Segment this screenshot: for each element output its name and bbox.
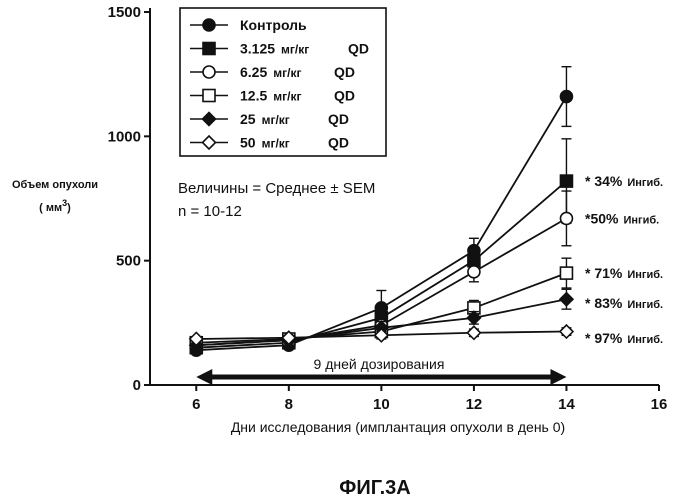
legend-schedule: QD bbox=[328, 135, 349, 151]
dosing-period-arrow: 9 дней дозирования bbox=[196, 356, 567, 385]
data-point bbox=[558, 291, 575, 307]
y-axis-title-line1: Объем опухоли bbox=[12, 179, 98, 191]
plot-area bbox=[188, 66, 575, 357]
inhibition-annotation-2: * 71% Ингиб. bbox=[585, 265, 663, 281]
dosing-arrow-head-right bbox=[550, 369, 567, 385]
legend-schedule: QD bbox=[334, 88, 355, 104]
legend-schedule: QD bbox=[328, 111, 349, 127]
data-point bbox=[466, 310, 482, 326]
data-point bbox=[559, 211, 574, 226]
x-tick-label: 10 bbox=[373, 396, 390, 413]
legend-entry-5: 50 мг/кг QD bbox=[190, 135, 349, 151]
data-point bbox=[559, 174, 574, 188]
statistics-note: Величины = Среднее ± SEM n = 10-12 bbox=[178, 180, 375, 220]
x-tick-label: 6 bbox=[192, 396, 200, 413]
data-point bbox=[466, 325, 482, 341]
figure-caption: ФИГ.3А bbox=[339, 477, 410, 499]
x-tick-label: 8 bbox=[285, 396, 293, 413]
legend-marker bbox=[201, 134, 217, 151]
y-axis-title-unit: ( мм3) bbox=[39, 198, 71, 214]
dosing-period-label: 9 дней дозирования bbox=[314, 356, 445, 372]
axes: 0 500 1000 1500 6 8 10 12 14 16 bbox=[108, 4, 668, 413]
inhibition-annotations: * 34% Ингиб. *50% Ингиб. * 71% Ингиб. * 83% Инг… bbox=[585, 173, 663, 346]
inhibition-annotation-4: * 97% Ингиб. bbox=[585, 330, 663, 346]
legend-box bbox=[179, 7, 387, 157]
data-point bbox=[467, 265, 481, 279]
legend-marker bbox=[202, 65, 216, 79]
legend-label: 50 мг/кг bbox=[240, 135, 290, 151]
data-point bbox=[188, 331, 204, 347]
legend-label: 12.5 мг/кг bbox=[240, 88, 301, 104]
note-line1: Величины = Среднее ± SEM bbox=[178, 180, 375, 197]
data-point bbox=[559, 266, 574, 280]
legend-marker bbox=[202, 88, 216, 103]
y-tick-label: 500 bbox=[116, 253, 141, 270]
y-tick-label: 1000 bbox=[108, 128, 141, 145]
data-point bbox=[281, 330, 297, 346]
x-tick-label: 14 bbox=[558, 396, 575, 413]
legend-marker bbox=[202, 18, 216, 32]
legend-entry-0: Контроль bbox=[190, 17, 307, 33]
data-point bbox=[373, 327, 389, 343]
inhibition-annotation-0: * 34% Ингиб. bbox=[585, 173, 663, 189]
legend-marker bbox=[202, 41, 216, 56]
x-axis-title: Дни исследования (имплантация опухоли в … bbox=[231, 419, 565, 435]
inhibition-annotation-1: *50% Ингиб. bbox=[585, 210, 659, 226]
legend-entry-2: 6.25 мг/кг QD bbox=[190, 64, 355, 80]
legend-schedule: QD bbox=[334, 64, 355, 80]
legend-label: 3.125 мг/кг bbox=[240, 41, 309, 57]
y-axis-title: Объем опухоли ( мм3) bbox=[12, 179, 98, 214]
legend-schedule: QD bbox=[348, 41, 369, 57]
legend-label: Контроль bbox=[240, 17, 307, 33]
legend-entry-1: 3.125 мг/кг QD bbox=[190, 41, 369, 57]
y-tick-label: 1500 bbox=[108, 4, 141, 21]
x-tick-label: 16 bbox=[651, 396, 668, 413]
y-tick-label: 0 bbox=[133, 377, 141, 394]
legend-marker bbox=[201, 111, 217, 127]
data-point bbox=[559, 89, 574, 104]
x-tick-label: 12 bbox=[466, 396, 483, 413]
dosing-arrow-head-left bbox=[196, 369, 213, 385]
data-point bbox=[558, 323, 575, 340]
note-line2: n = 10-12 bbox=[178, 203, 242, 220]
legend-entry-3: 12.5 мг/кг QD bbox=[190, 88, 355, 104]
inhibition-annotation-3: * 83% Ингиб. bbox=[585, 295, 663, 311]
legend-label: 6.25 мг/кг bbox=[240, 64, 301, 80]
legend-label: 25 мг/кг bbox=[240, 111, 290, 127]
series-5 bbox=[188, 323, 575, 347]
legend-entry-4: 25 мг/кг QD bbox=[190, 111, 349, 127]
